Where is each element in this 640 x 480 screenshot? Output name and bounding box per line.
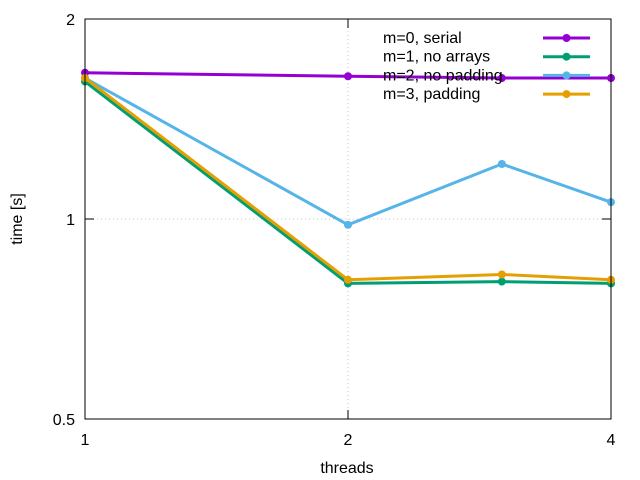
data-point (497, 74, 506, 83)
legend-marker (562, 34, 571, 42)
legend-marker (562, 90, 571, 99)
legend-marker (562, 71, 571, 80)
y-tick-label: 1 (66, 212, 75, 229)
data-point (497, 270, 506, 279)
x-axis-label: threads (320, 460, 373, 477)
series-3 (81, 74, 615, 284)
legend-item: m=0, serial (383, 30, 590, 47)
data-point (344, 220, 352, 229)
tick-labels: 1 2 4 0.5 1 2 (53, 12, 616, 449)
series-line (84, 71, 611, 80)
data-point (344, 275, 352, 284)
legend-label: m=1, no arrays (383, 49, 490, 66)
legend-item: m=3, padding (383, 86, 590, 103)
legend-label: m=3, padding (383, 86, 480, 103)
grid (85, 19, 611, 419)
y-tick-label: 2 (66, 12, 75, 29)
data-point (497, 277, 506, 286)
data-point (497, 159, 506, 168)
legend-label: m=0, serial (383, 30, 462, 47)
series-lines (81, 68, 615, 288)
legend-label: m=2, no padding (383, 67, 503, 84)
x-tick-label: 4 (607, 432, 616, 449)
series-2 (81, 74, 615, 229)
legend-item: m=2, no padding (383, 67, 590, 84)
y-tick-label: 0.5 (53, 412, 75, 429)
series-0 (81, 68, 615, 83)
plot-frame (84, 18, 612, 420)
series-line (84, 80, 612, 285)
x-tick-label: 1 (81, 432, 90, 449)
series-line (84, 76, 612, 282)
data-point (344, 72, 352, 81)
series-line (84, 76, 612, 227)
y-axis-label: time [s] (9, 193, 26, 245)
legend-marker (562, 52, 571, 61)
legend-item: m=1, no arrays (383, 49, 590, 66)
x-tick-label: 2 (344, 432, 353, 449)
